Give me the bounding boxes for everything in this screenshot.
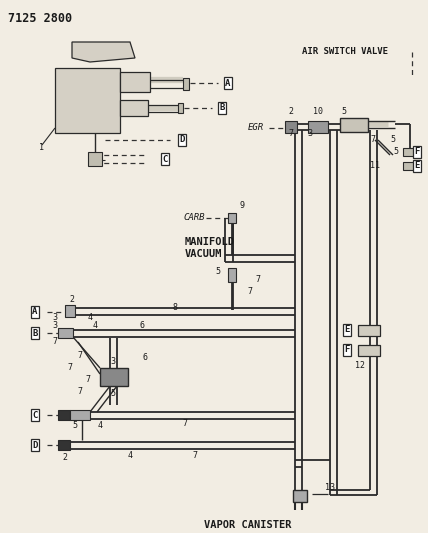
Bar bbox=[55, 68, 120, 133]
Text: 3: 3 bbox=[53, 313, 57, 322]
Text: 6: 6 bbox=[143, 353, 148, 362]
Bar bbox=[228, 268, 236, 282]
Bar bbox=[308, 121, 328, 133]
Text: EGR: EGR bbox=[248, 124, 264, 133]
Bar bbox=[58, 410, 70, 420]
Text: 11: 11 bbox=[370, 160, 380, 169]
Text: 4: 4 bbox=[92, 320, 98, 329]
Text: 4: 4 bbox=[128, 450, 133, 459]
Bar bbox=[58, 328, 73, 338]
Text: 7: 7 bbox=[77, 351, 83, 359]
Text: B: B bbox=[219, 103, 225, 112]
Bar bbox=[178, 103, 183, 113]
Text: E: E bbox=[414, 161, 420, 171]
Text: CARB: CARB bbox=[184, 214, 205, 222]
Text: 4: 4 bbox=[98, 421, 102, 430]
Bar bbox=[183, 78, 189, 90]
Bar bbox=[340, 118, 368, 132]
Text: 7: 7 bbox=[288, 128, 294, 138]
Bar bbox=[358, 325, 380, 336]
Text: 7: 7 bbox=[371, 135, 375, 144]
Text: 5: 5 bbox=[72, 421, 77, 430]
Text: 6: 6 bbox=[140, 320, 145, 329]
Text: F: F bbox=[414, 148, 420, 157]
Text: 5: 5 bbox=[110, 389, 116, 398]
Text: 1: 1 bbox=[39, 143, 45, 152]
Bar bbox=[65, 305, 75, 317]
Polygon shape bbox=[72, 42, 135, 62]
Text: A: A bbox=[32, 308, 38, 317]
Bar bbox=[120, 72, 150, 92]
Bar bbox=[285, 121, 297, 133]
Text: F: F bbox=[344, 345, 350, 354]
Text: B: B bbox=[32, 328, 38, 337]
Bar bbox=[403, 148, 417, 156]
Text: 5: 5 bbox=[216, 268, 220, 277]
Text: 7: 7 bbox=[256, 276, 261, 285]
Text: 2: 2 bbox=[69, 295, 74, 304]
Text: C: C bbox=[162, 155, 168, 164]
Text: 4: 4 bbox=[87, 313, 92, 322]
Text: 3: 3 bbox=[307, 128, 312, 138]
Text: 8: 8 bbox=[172, 303, 178, 312]
Text: 3: 3 bbox=[53, 320, 57, 329]
Text: D: D bbox=[179, 135, 185, 144]
Bar bbox=[58, 440, 70, 450]
Bar bbox=[70, 410, 90, 420]
Text: D: D bbox=[32, 440, 38, 449]
Text: 5: 5 bbox=[393, 148, 398, 157]
Bar bbox=[228, 213, 236, 223]
Text: 7: 7 bbox=[182, 418, 187, 427]
Text: 9: 9 bbox=[240, 200, 244, 209]
Text: 7: 7 bbox=[86, 376, 90, 384]
Text: 7125 2800: 7125 2800 bbox=[8, 12, 72, 25]
Text: C: C bbox=[32, 410, 38, 419]
Text: 5: 5 bbox=[390, 135, 395, 144]
Bar bbox=[358, 345, 380, 356]
Text: 7: 7 bbox=[68, 364, 72, 373]
Text: MANIFOLD
VACUUM: MANIFOLD VACUUM bbox=[185, 237, 235, 259]
Text: 7: 7 bbox=[193, 450, 197, 459]
Text: 12: 12 bbox=[355, 360, 365, 369]
Bar bbox=[293, 490, 307, 502]
Text: 7: 7 bbox=[247, 287, 253, 296]
Bar bbox=[88, 152, 102, 166]
Bar bbox=[403, 162, 417, 170]
Text: A: A bbox=[225, 78, 231, 87]
Text: 13: 13 bbox=[325, 483, 335, 492]
Text: 2: 2 bbox=[288, 108, 294, 117]
Text: 7: 7 bbox=[53, 337, 57, 346]
Bar bbox=[100, 368, 128, 386]
Text: E: E bbox=[344, 326, 350, 335]
Text: 3: 3 bbox=[110, 358, 116, 367]
Text: 7: 7 bbox=[77, 387, 83, 397]
Bar bbox=[120, 100, 148, 116]
Text: VAPOR CANISTER: VAPOR CANISTER bbox=[204, 520, 292, 530]
Text: AIR SWITCH VALVE: AIR SWITCH VALVE bbox=[302, 47, 388, 56]
Text: 2: 2 bbox=[62, 454, 68, 463]
Text: 5: 5 bbox=[342, 108, 347, 117]
Text: 10: 10 bbox=[313, 108, 323, 117]
